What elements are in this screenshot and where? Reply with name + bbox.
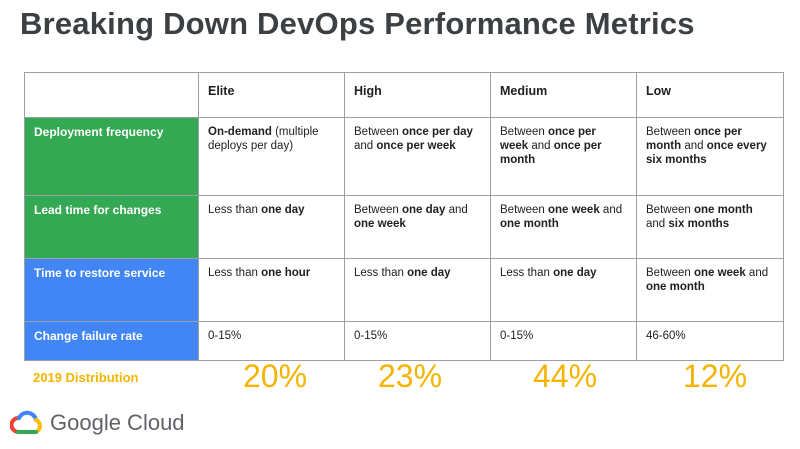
cell-high: Between one day and one week <box>344 195 491 259</box>
google-cloud-logo: Google Cloud <box>10 410 185 436</box>
cell-bold-text: one day <box>553 267 597 279</box>
cell-medium: Between one week and one month <box>490 195 637 259</box>
cell-bold-text: once per month <box>646 126 742 152</box>
header-medium: Medium <box>490 72 637 118</box>
header-corner <box>24 72 199 118</box>
cell-bold-text: one month <box>693 204 753 216</box>
cell-text: and <box>354 140 377 152</box>
cell-text: and <box>681 140 707 152</box>
cell-bold-text: one week <box>547 204 600 216</box>
header-high: High <box>344 72 491 118</box>
cell-elite: Less than one day <box>198 195 345 259</box>
row-label: Lead time for changes <box>24 195 199 259</box>
distribution-label: 2019 Distribution <box>33 370 139 385</box>
table-row: Change failure rate 0-15% 0-15% 0-15% 46-60% <box>24 321 784 361</box>
distribution-value-low: 12% <box>682 358 748 394</box>
cell-text: Less than <box>208 204 262 216</box>
row-label: Change failure rate <box>24 321 199 361</box>
header-low: Low <box>636 72 784 118</box>
header-elite: Elite <box>198 72 345 118</box>
distribution-value-elite: 20% <box>242 358 308 394</box>
cell-bold-text: six months <box>668 218 730 230</box>
cell-medium: Less than one day <box>490 258 637 322</box>
cell-bold-text: On-demand <box>208 126 272 138</box>
table-row: Time to restore service Less than one hou… <box>24 258 784 322</box>
row-label: Deployment frequency <box>24 117 199 196</box>
cell-text: Between <box>354 126 402 138</box>
cell-elite: On-demand (multiple deploys per day) <box>198 117 345 196</box>
row-label: Time to restore service <box>24 258 199 322</box>
cell-bold-text: one month <box>500 218 559 230</box>
cell-high: Less than one day <box>344 258 491 322</box>
cell-bold-text: one day <box>401 204 446 216</box>
table-row: Lead time for changes Less than one day Be… <box>24 195 784 259</box>
cell-bold-text: one hour <box>261 267 311 279</box>
cell-bold-text: one week <box>693 267 746 279</box>
cell-text: and <box>599 204 623 216</box>
cell-low: Between one month and six months <box>636 195 784 259</box>
cell-text: and <box>745 267 769 279</box>
cell-text: and <box>445 204 468 216</box>
table-header-row: Elite High Medium Low <box>24 72 784 118</box>
cell-low: Between one week and one month <box>636 258 784 322</box>
cell-text: and <box>528 140 554 152</box>
cell-text: Less than <box>500 267 554 279</box>
cell-medium: 0-15% <box>490 321 637 361</box>
cell-text: Between <box>500 126 548 138</box>
cell-text: 0-15% <box>500 330 534 342</box>
cell-text: 46-60% <box>646 330 686 342</box>
google-cloud-icon <box>10 410 42 434</box>
cell-text: Between <box>354 204 402 216</box>
cell-text: Between <box>646 204 694 216</box>
cell-bold-text: one week <box>354 218 406 230</box>
distribution-value-medium: 44% <box>532 358 598 394</box>
cell-low: Between once per month and once every si… <box>636 117 784 196</box>
cell-elite: Less than one hour <box>198 258 345 322</box>
cell-bold-text: once per week <box>500 126 596 152</box>
logo-text: Google Cloud <box>50 410 185 435</box>
table-row: Deployment frequency On-demand (multiple … <box>24 117 784 196</box>
cell-low: 46-60% <box>636 321 784 361</box>
metrics-table: Elite High Medium Low Deployment frequen… <box>24 72 784 361</box>
cell-text: (multiple deploys per day) <box>208 126 319 152</box>
cell-high: 0-15% <box>344 321 491 361</box>
cell-bold-text: one month <box>646 281 705 293</box>
cell-bold-text: once every six months <box>646 140 767 166</box>
cell-bold-text: one day <box>261 204 305 216</box>
cell-text: Between <box>646 267 694 279</box>
cell-text: 0-15% <box>354 330 388 342</box>
cell-text: Less than <box>354 267 408 279</box>
cell-bold-text: once per week <box>376 140 456 152</box>
cell-bold-text: one day <box>407 267 451 279</box>
distribution-value-high: 23% <box>377 358 443 394</box>
cell-elite: 0-15% <box>198 321 345 361</box>
cell-text: Between <box>500 204 548 216</box>
page-title: Breaking Down DevOps Performance Metrics <box>20 6 695 41</box>
cell-text: Between <box>646 126 694 138</box>
cell-bold-text: once per day <box>401 126 473 138</box>
cell-high: Between once per day and once per week <box>344 117 491 196</box>
cell-text: Less than <box>208 267 262 279</box>
cell-medium: Between once per week and once per month <box>490 117 637 196</box>
cell-text: and <box>646 218 669 230</box>
cell-bold-text: once per month <box>500 140 602 166</box>
cell-text: 0-15% <box>208 330 242 342</box>
